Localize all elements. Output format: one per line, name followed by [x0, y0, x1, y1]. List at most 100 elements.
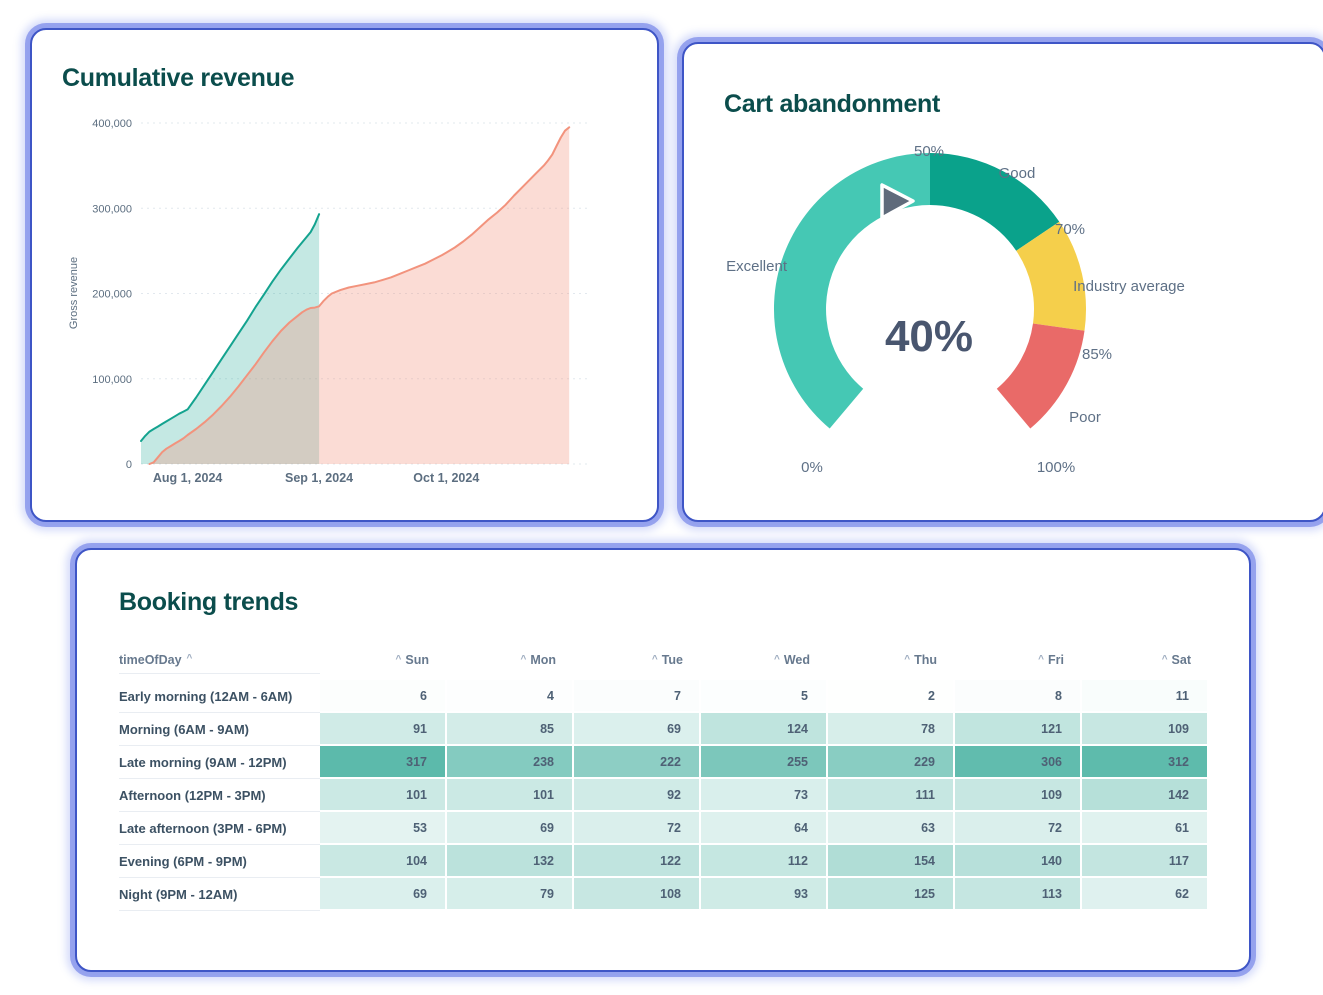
gauge-segment-excellent: [773, 153, 930, 429]
row-label: Morning (6AM - 9AM): [119, 713, 320, 746]
column-header-fri[interactable]: ^ Fri: [955, 646, 1082, 674]
area-previous_period: [141, 214, 320, 464]
column-header-label: Thu: [914, 653, 937, 667]
heatmap-cell: 101: [320, 779, 447, 812]
heatmap-cell: 91: [320, 713, 447, 746]
heatmap-cell: 53: [320, 812, 447, 845]
heatmap-cell: 62: [1082, 878, 1209, 911]
heatmap-cell: 255: [701, 746, 828, 779]
y-tick-label: 300,000: [92, 203, 132, 215]
heatmap-cell: 69: [447, 812, 574, 845]
gauge-needle: [880, 183, 915, 220]
card-cumulative-revenue: Cumulative revenue 0 100,000 200,000 300,00…: [30, 28, 659, 522]
heatmap-cell: 125: [828, 878, 955, 911]
gauge-segment-good: [930, 153, 1060, 251]
heatmap-cell: 104: [320, 845, 447, 878]
heatmap-cell: 92: [574, 779, 701, 812]
heatmap-cell: 117: [1082, 845, 1209, 878]
gauge-value: 40%: [885, 312, 973, 361]
booking-trends-title: Booking trends: [119, 588, 299, 616]
cart-abandonment-gauge: 0% 50% 70% 85% 100% Excellent Good Industry ave…: [726, 143, 1185, 476]
booking-trends-heatmap: timeOfDay ^ ^ Sun ^ Mon ^ Tue ^ Wed ^ Thu ^ Fri ^ Sat Ea…: [119, 646, 1209, 911]
heatmap-cell: 122: [574, 845, 701, 878]
heatmap-cell: 317: [320, 746, 447, 779]
cart-abandonment-title: Cart abandonment: [724, 90, 941, 118]
column-header-timeofday[interactable]: timeOfDay ^: [119, 646, 320, 674]
heatmap-cell: 78: [828, 713, 955, 746]
gauge-segment-label-excellent: Excellent: [726, 258, 788, 275]
cumulative-revenue-title: Cumulative revenue: [62, 64, 295, 92]
heatmap-cell: 109: [1082, 713, 1209, 746]
column-header-label: Fri: [1048, 653, 1064, 667]
heatmap-cell: 63: [828, 812, 955, 845]
y-tick-label: 400,000: [92, 118, 132, 130]
column-header-label: timeOfDay: [119, 652, 182, 667]
heatmap-row: Evening (6PM - 9PM) 104 132 122 112 154 140 117: [119, 845, 1209, 878]
cumulative-revenue-chart: 0 100,000 200,000 300,000 400,000 Gross reven…: [68, 118, 588, 485]
heatmap-cell: 6: [320, 680, 447, 713]
heatmap-cell: 5: [701, 680, 828, 713]
gauge-tick-label: 100%: [1037, 459, 1075, 476]
column-header-tue[interactable]: ^ Tue: [574, 646, 701, 674]
row-label: Night (9PM - 12AM): [119, 878, 320, 911]
sort-caret-icon: ^: [520, 653, 527, 665]
sort-caret-icon: ^: [651, 653, 658, 665]
row-label: Evening (6PM - 9PM): [119, 845, 320, 878]
heatmap-cell: 124: [701, 713, 828, 746]
column-header-label: Wed: [783, 653, 810, 667]
heatmap-cell: 93: [701, 878, 828, 911]
x-tick-label: Oct 1, 2024: [413, 471, 479, 485]
card-cart-abandonment: Cart abandonment 0% 50% 70% 85% 100% Excellen…: [682, 42, 1323, 522]
x-tick-label: Aug 1, 2024: [153, 471, 223, 485]
gauge-tick-label: 0%: [801, 459, 823, 476]
line-current_period: [148, 126, 571, 465]
gauge-segment-label-industry-average: Industry average: [1073, 278, 1185, 295]
gauge-tick-label: 85%: [1082, 346, 1112, 363]
column-header-thu[interactable]: ^ Thu: [828, 646, 955, 674]
row-label: Afternoon (12PM - 3PM): [119, 779, 320, 812]
heatmap-cell: 72: [574, 812, 701, 845]
heatmap-cell: 108: [574, 878, 701, 911]
heatmap-cell: 7: [574, 680, 701, 713]
heatmap-cell: 238: [447, 746, 574, 779]
row-label: Late morning (9AM - 12PM): [119, 746, 320, 779]
y-tick-label: 100,000: [92, 374, 132, 386]
heatmap-cell: 112: [701, 845, 828, 878]
row-label: Early morning (12AM - 6AM): [119, 680, 320, 713]
heatmap-cell: 111: [828, 779, 955, 812]
card-booking-trends: Booking trends timeOfDay ^ ^ Sun ^ Mon ^ Tue ^ We…: [75, 548, 1251, 972]
line-previous_period: [140, 213, 321, 442]
heatmap-cell: 64: [701, 812, 828, 845]
heatmap-cell: 8: [955, 680, 1082, 713]
gauge-segment-label-good: Good: [999, 165, 1036, 182]
heatmap-cell: 73: [701, 779, 828, 812]
gauge-tick-label: 50%: [914, 143, 944, 160]
column-header-label: Mon: [530, 653, 556, 667]
sort-caret-icon: ^: [773, 653, 780, 665]
sort-caret-icon: ^: [904, 653, 911, 665]
heatmap-row: Night (9PM - 12AM) 69 79 108 93 125 113 62: [119, 878, 1209, 911]
sort-caret-icon: ^: [186, 653, 193, 664]
column-header-label: Sun: [405, 653, 429, 667]
row-label: Late afternoon (3PM - 6PM): [119, 812, 320, 845]
heatmap-row: Afternoon (12PM - 3PM) 101 101 92 73 111 109 14…: [119, 779, 1209, 812]
column-header-sat[interactable]: ^ Sat: [1082, 646, 1209, 674]
heatmap-cell: 61: [1082, 812, 1209, 845]
heatmap-cell: 312: [1082, 746, 1209, 779]
y-tick-label: 0: [126, 459, 132, 471]
heatmap-cell: 121: [955, 713, 1082, 746]
heatmap-cell: 69: [320, 878, 447, 911]
heatmap-cell: 222: [574, 746, 701, 779]
gauge-tick-label: 70%: [1055, 221, 1085, 238]
gauge-segment-label-poor: Poor: [1069, 409, 1101, 426]
heatmap-row: Early morning (12AM - 6AM) 6 4 7 5 2 8 11: [119, 680, 1209, 713]
sort-caret-icon: ^: [395, 653, 402, 665]
heatmap-cell: 79: [447, 878, 574, 911]
gauge-segment-industry-average: [1016, 221, 1087, 331]
heatmap-cell: 306: [955, 746, 1082, 779]
column-header-sun[interactable]: ^ Sun: [320, 646, 447, 674]
column-header-wed[interactable]: ^ Wed: [701, 646, 828, 674]
heatmap-cell: 229: [828, 746, 955, 779]
column-header-mon[interactable]: ^ Mon: [447, 646, 574, 674]
